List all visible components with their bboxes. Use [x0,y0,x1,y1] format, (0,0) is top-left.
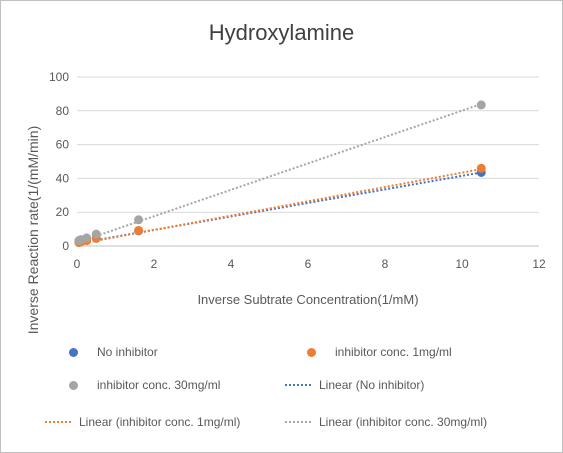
gridlines [77,76,539,247]
y-tick-label: 100 [49,70,69,84]
data-points [74,100,486,248]
trendlines [76,103,482,246]
legend-label: No inhibitor [97,345,158,359]
y-tick-label: 0 [62,239,69,253]
tick-labels: 0 20 40 60 80 100 0 2 4 6 8 10 12 [49,70,546,271]
legend-line [45,421,71,423]
legend-line [285,421,311,423]
data-point-s1-4 [134,225,144,235]
legend-item-linear-1mg: Linear (inhibitor conc. 1mg/ml) [45,415,240,429]
x-axis-label: Inverse Subtrate Concentration(1/mM) [197,292,419,307]
legend-marker [69,347,78,357]
data-point-s2-4 [134,215,144,225]
x-tick-label: 4 [228,257,235,271]
legend-item-inhibitor-30mg: inhibitor conc. 30mg/ml [63,378,220,392]
legend-item-linear-no-inhibitor: Linear (No inhibitor) [285,378,424,392]
legend-label: Linear (inhibitor conc. 1mg/ml) [79,415,241,429]
y-tick-label: 60 [56,138,70,152]
legend-item-no-inhibitor: No inhibitor [63,345,158,359]
x-tick-label: 10 [455,257,469,271]
y-tick-label: 40 [56,171,70,185]
legend-marker [307,347,316,357]
data-point-s2-5 [476,100,486,110]
legend-marker [69,380,78,390]
trendline-1 [76,168,482,246]
legend-label: Linear (inhibitor conc. 30mg/ml) [319,415,488,429]
legend-label: inhibitor conc. 1mg/ml [335,345,452,359]
y-tick-label: 20 [56,205,70,219]
data-point-s1-5 [476,163,486,173]
legend-line [285,384,311,386]
x-tick-label: 6 [305,257,312,271]
y-tick-label: 80 [56,104,70,118]
data-point-s2-2 [82,233,92,243]
legend-label: inhibitor conc. 30mg/ml [97,378,221,392]
legend-item-linear-30mg: Linear (inhibitor conc. 30mg/ml) [285,415,487,429]
chart-title: Hydroxylamine [208,20,355,45]
x-tick-label: 2 [151,257,158,271]
x-tick-label: 8 [382,257,389,271]
legend-label: Linear (No inhibitor) [319,378,425,392]
x-tick-label: 0 [74,257,81,271]
x-tick-label: 12 [532,257,546,271]
legend-item-inhibitor-1mg: inhibitor conc. 1mg/ml [301,345,452,359]
trendline-2 [76,103,482,244]
data-point-s2-3 [91,229,101,239]
